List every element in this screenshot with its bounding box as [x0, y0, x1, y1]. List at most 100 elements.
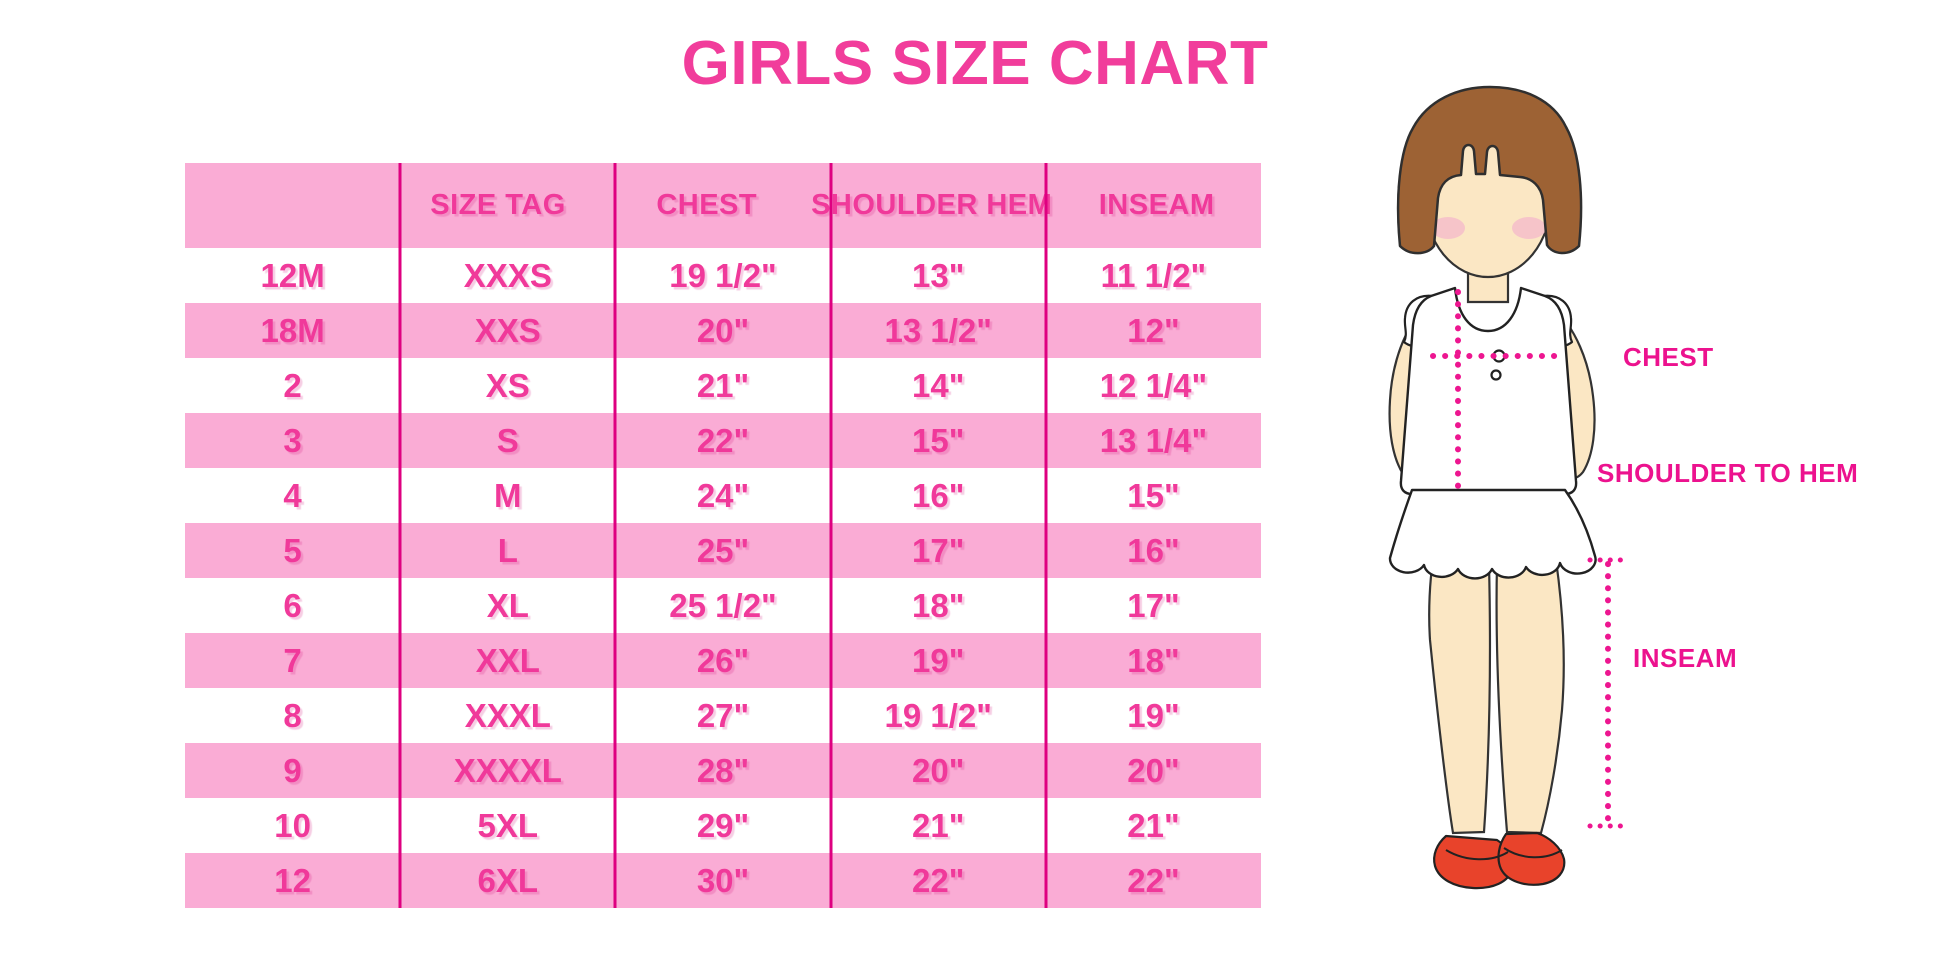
table-cell: 9	[283, 751, 302, 789]
table-row: 3 S 22" 15" 13 1/4"	[185, 413, 1261, 468]
table-cell: 11 1/2"	[1100, 256, 1207, 294]
table-cell: XS	[485, 366, 530, 404]
right-shoe	[1497, 831, 1566, 886]
hair	[1396, 85, 1583, 255]
left-shoe-strap	[1445, 849, 1509, 861]
table-cell: 12	[274, 861, 311, 899]
table-cell: XXS	[474, 311, 541, 349]
table-cell: 16"	[912, 476, 965, 514]
table-cell: 21"	[912, 806, 965, 844]
button-bottom	[1490, 369, 1502, 381]
table-cell: XL	[486, 586, 529, 624]
table-cell: XXXXL	[453, 751, 562, 789]
table-cell: 28"	[696, 751, 750, 789]
right-leg	[1495, 558, 1565, 835]
table-cell: 25"	[696, 531, 750, 569]
table-cell: 4	[283, 476, 302, 514]
table-cell: 13"	[912, 256, 965, 294]
column-separator	[1044, 163, 1048, 908]
table-cell: 19"	[1127, 696, 1180, 734]
blush-right	[1512, 217, 1546, 239]
table-cell: 19 1/2"	[669, 256, 777, 294]
table-cell: 5	[283, 531, 302, 569]
table-cell: 13 1/4"	[1099, 421, 1208, 459]
table-cell: 18"	[1127, 641, 1180, 679]
table-cell: 25 1/2"	[669, 586, 777, 624]
table-row: 4 M 24" 16" 15"	[185, 468, 1261, 523]
table-row: 10 5XL 29" 21" 21"	[185, 798, 1261, 853]
table-row: 18M XXS 20" 13 1/2" 12"	[185, 303, 1261, 358]
table-cell: 3	[283, 421, 302, 459]
table-cell: 6XL	[477, 861, 539, 899]
table-cell: 19 1/2"	[884, 696, 992, 734]
table-cell: 18M	[260, 311, 325, 349]
inseam-label: INSEAM	[1633, 643, 1738, 673]
table-cell: 29"	[696, 806, 750, 844]
chest-label: CHEST	[1623, 342, 1714, 372]
table-cell: 12 1/4"	[1099, 366, 1208, 404]
table-cell: 7	[283, 641, 302, 679]
right-shoe-strap	[1503, 847, 1563, 859]
column-separator	[398, 163, 402, 908]
table-cell: 24"	[696, 476, 750, 514]
table-row: 7 XXL 26" 19" 18"	[185, 633, 1261, 688]
table-row: 12 6XL 30" 22" 22"	[185, 853, 1261, 908]
table-cell: XXXL	[464, 696, 551, 734]
table-cell: XXL	[475, 641, 540, 679]
page-title: GIRLS SIZE CHART	[681, 29, 1269, 98]
table-cell: 13 1/2"	[884, 311, 992, 349]
table-cell: 8	[283, 696, 302, 734]
table-cell: L	[497, 531, 518, 569]
table-header-cell: SHOULDER HEM	[811, 189, 1053, 221]
table-cell: S	[496, 421, 519, 459]
table-row: 2 XS 21" 14" 12 1/4"	[185, 358, 1261, 413]
skirt	[1388, 488, 1597, 580]
size-table: SIZE TAG CHEST SHOULDER HEM INSEAM 12M XXXS 19…	[185, 163, 1261, 908]
table-cell: 20"	[1127, 751, 1180, 789]
table-row: 6 XL 25 1/2" 18" 17"	[185, 578, 1261, 633]
table-cell: 6	[283, 586, 302, 624]
table-cell: 21"	[1127, 806, 1180, 844]
table-cell: 26"	[696, 641, 750, 679]
column-separator	[829, 163, 833, 908]
table-cell: 17"	[1127, 586, 1180, 624]
table-row: 12M XXXS 19 1/2" 13" 11 1/2"	[185, 248, 1261, 303]
table-cell: 12"	[1127, 311, 1180, 349]
table-cell: 20"	[696, 311, 750, 349]
blush-left	[1431, 217, 1465, 239]
table-header-cell: INSEAM	[1098, 189, 1215, 221]
table-cell: 16"	[1127, 531, 1180, 569]
table-cell: 14"	[912, 366, 965, 404]
column-separator	[613, 163, 617, 908]
table-cell: 15"	[1127, 476, 1180, 514]
table-cell: M	[494, 476, 522, 514]
table-row: 8 XXXL 27" 19 1/2" 19"	[185, 688, 1261, 743]
table-cell: 12M	[260, 256, 325, 294]
table-cell: 20"	[912, 751, 965, 789]
table-cell: 15"	[912, 421, 965, 459]
table-cell: 19"	[912, 641, 965, 679]
table-header-cell: CHEST	[656, 189, 758, 221]
table-cell: 30"	[696, 861, 750, 899]
table-cell: XXXS	[463, 256, 552, 294]
table-header-row: SIZE TAG CHEST SHOULDER HEM INSEAM	[185, 163, 1261, 248]
table-cell: 2	[283, 366, 302, 404]
table-cell: 5XL	[477, 806, 539, 844]
table-cell: 22"	[1127, 861, 1180, 899]
girl-illustration	[1388, 85, 1624, 890]
table-cell: 17"	[912, 531, 965, 569]
shoulder-to-hem-label: SHOULDER TO HEM	[1597, 458, 1859, 488]
table-row: 9 XXXXL 28" 20" 20"	[185, 743, 1261, 798]
table-cell: 22"	[696, 421, 750, 459]
left-leg	[1428, 558, 1492, 835]
table-row: 5 L 25" 17" 16"	[185, 523, 1261, 578]
table-cell: 10	[274, 806, 311, 844]
table-cell: 22"	[912, 861, 965, 899]
top-bodice	[1399, 286, 1578, 496]
table-cell: 21"	[696, 366, 750, 404]
table-cell: 27"	[696, 696, 750, 734]
table-header-cell	[185, 163, 394, 248]
table-header-cell: SIZE TAG	[430, 189, 566, 221]
table-cell: 18"	[912, 586, 965, 624]
